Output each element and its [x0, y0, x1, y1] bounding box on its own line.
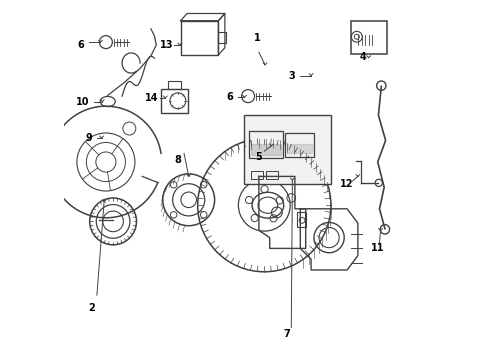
Text: 3: 3 — [287, 71, 294, 81]
Text: 14: 14 — [145, 93, 159, 103]
Text: 2: 2 — [88, 303, 95, 313]
Bar — [250, 171, 262, 179]
Bar — [218, 32, 225, 43]
Text: 10: 10 — [76, 96, 89, 107]
Bar — [350, 21, 386, 54]
Bar — [167, 81, 181, 89]
Text: 12: 12 — [340, 179, 353, 189]
Text: 7: 7 — [283, 329, 290, 339]
Text: 4: 4 — [359, 52, 365, 62]
Text: 1: 1 — [253, 33, 260, 43]
Bar — [265, 171, 277, 179]
Text: 6: 6 — [77, 40, 84, 50]
Bar — [284, 133, 313, 157]
Text: 5: 5 — [255, 152, 262, 162]
Bar — [160, 89, 187, 113]
Text: 9: 9 — [85, 133, 92, 143]
Bar — [296, 212, 305, 227]
Text: 6: 6 — [226, 92, 233, 102]
Bar — [248, 131, 283, 158]
Text: 13: 13 — [159, 40, 173, 50]
Bar — [180, 21, 218, 55]
Text: 11: 11 — [370, 243, 384, 253]
Bar — [244, 115, 330, 184]
Text: 8: 8 — [174, 155, 181, 165]
